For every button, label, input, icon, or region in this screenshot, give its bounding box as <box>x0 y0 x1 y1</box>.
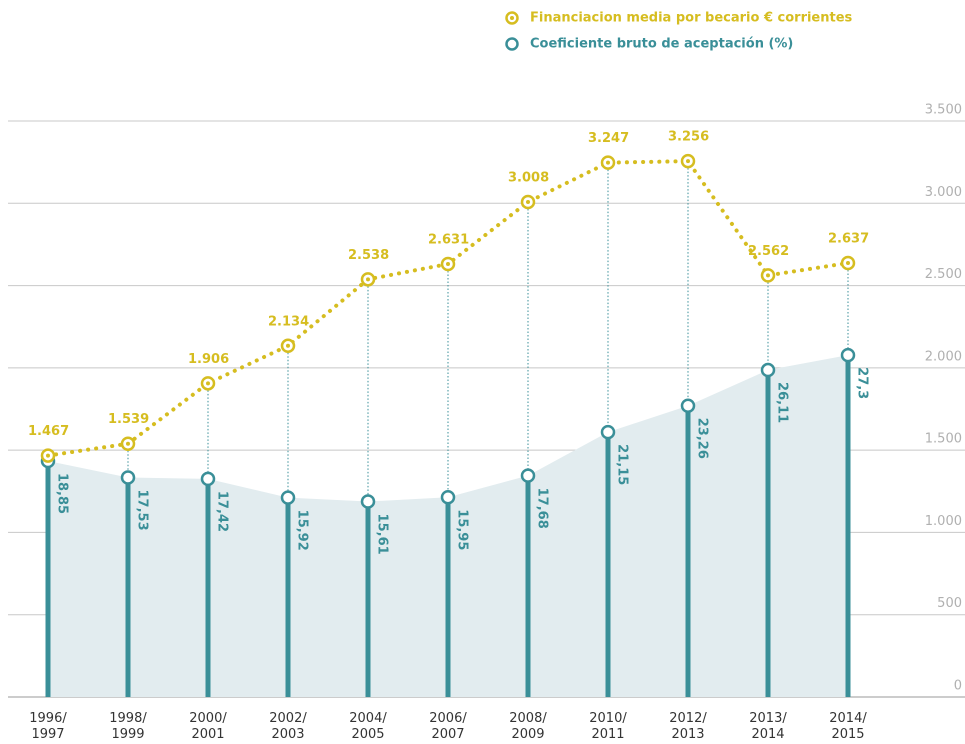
x-tick-line: 2013 <box>671 727 704 742</box>
value-label: 15,61 <box>375 514 390 555</box>
point-dot <box>526 199 530 204</box>
y-tick-label: 3.000 <box>925 185 962 200</box>
x-tick-line: 2001 <box>191 727 224 742</box>
value-label: 21,15 <box>615 444 630 485</box>
legend-label: Financiacion media por becario € corrien… <box>530 11 853 26</box>
point <box>520 468 536 483</box>
value-label: 23,26 <box>695 418 710 459</box>
point-dot <box>606 160 610 165</box>
point-dot <box>126 441 130 446</box>
point-dot <box>366 277 370 282</box>
x-tick-line: 1996/ <box>29 711 67 726</box>
x-tick-label: 2008/2009 <box>509 711 547 742</box>
x-tick-label: 2004/2005 <box>349 711 387 742</box>
value-label: 2.538 <box>348 248 389 263</box>
x-tick-line: 2015 <box>831 727 864 742</box>
value-label: 17,42 <box>215 491 230 532</box>
value-label: 1.906 <box>188 352 229 367</box>
value-label: 17,68 <box>535 488 550 529</box>
x-tick-label: 2014/2015 <box>829 711 867 742</box>
point-dot <box>46 453 50 458</box>
x-tick-line: 2012/ <box>669 711 707 726</box>
x-tick-line: 2010/ <box>589 711 627 726</box>
x-tick-line: 2005 <box>351 727 384 742</box>
point-dot <box>446 262 450 267</box>
x-tick-line: 2004/ <box>349 711 387 726</box>
point-dot <box>846 261 850 266</box>
value-label: 15,95 <box>455 509 470 550</box>
x-tick-label: 2006/2007 <box>429 711 467 742</box>
value-label: 3.008 <box>508 170 549 185</box>
value-label: 27,3 <box>855 367 870 399</box>
y-tick-label: 1.000 <box>925 514 962 529</box>
x-tick-line: 2002/ <box>269 711 307 726</box>
x-tick-label: 2012/2013 <box>669 711 707 742</box>
x-tick-label: 2013/2014 <box>749 711 787 742</box>
legend-marker <box>505 37 519 51</box>
y-tick-label: 500 <box>937 596 962 611</box>
x-tick-line: 2007 <box>431 727 464 742</box>
x-tick-label: 1996/1997 <box>29 711 67 742</box>
x-tick-line: 2008/ <box>509 711 547 726</box>
x-tick-line: 2003 <box>271 727 304 742</box>
point-dot <box>286 343 290 348</box>
x-tick-label: 2010/2011 <box>589 711 627 742</box>
point <box>760 362 776 378</box>
x-tick-line: 2011 <box>591 727 624 742</box>
value-label: 3.247 <box>588 131 629 146</box>
x-tick-line: 2013/ <box>749 711 787 726</box>
point-dot <box>686 159 690 164</box>
point <box>440 490 456 505</box>
value-label: 15,92 <box>295 510 310 551</box>
point-dot <box>766 273 770 278</box>
value-label: 2.562 <box>748 244 789 259</box>
x-tick-label: 2002/2003 <box>269 711 307 742</box>
y-tick-label: 1.500 <box>925 432 962 447</box>
legend-label: Coeficiente bruto de aceptación (%) <box>530 37 793 52</box>
x-tick-label: 1998/1999 <box>109 711 147 742</box>
y-tick-label: 2.500 <box>925 267 962 282</box>
x-tick-line: 1999 <box>111 727 144 742</box>
value-label: 2.631 <box>428 233 469 248</box>
value-label: 1.539 <box>108 412 149 427</box>
point <box>840 347 856 363</box>
value-label: 2.134 <box>268 314 309 329</box>
x-tick-label: 2000/2001 <box>189 711 227 742</box>
value-label: 3.256 <box>668 130 709 145</box>
legend-marker-dot <box>510 16 514 20</box>
x-tick-line: 2006/ <box>429 711 467 726</box>
value-label: 2.637 <box>828 232 869 247</box>
point <box>280 490 296 505</box>
x-tick-line: 1998/ <box>109 711 147 726</box>
y-tick-label: 2.000 <box>925 349 962 364</box>
point <box>680 398 696 413</box>
point <box>200 471 216 487</box>
value-label: 26,11 <box>775 382 790 423</box>
value-label: 17,53 <box>135 489 150 530</box>
y-tick-label: 0 <box>954 679 962 694</box>
value-label: 1.467 <box>28 424 69 439</box>
point <box>120 470 136 485</box>
x-tick-line: 2014/ <box>829 711 867 726</box>
point <box>360 494 376 509</box>
point <box>600 424 616 440</box>
x-tick-line: 2014 <box>751 727 784 742</box>
x-tick-line: 2009 <box>511 727 544 742</box>
x-tick-line: 1997 <box>31 727 64 742</box>
x-tick-line: 2000/ <box>189 711 227 726</box>
value-label: 18,85 <box>55 473 70 514</box>
point-dot <box>206 381 210 386</box>
y-tick-label: 3.500 <box>925 103 962 118</box>
